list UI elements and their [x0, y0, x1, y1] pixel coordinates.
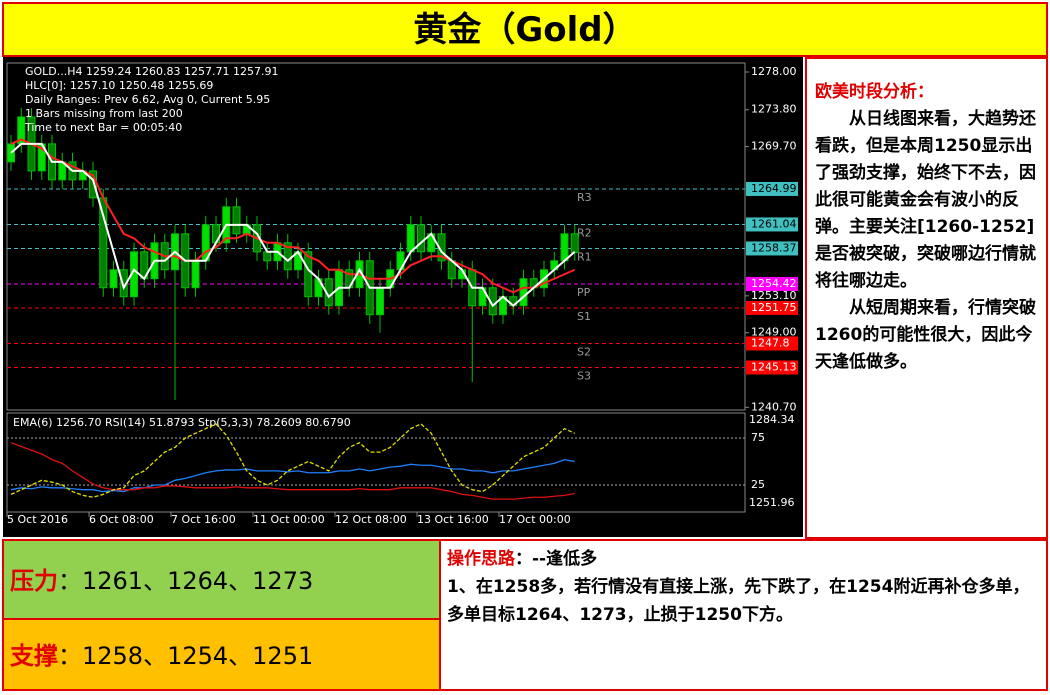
level-name: S2	[577, 345, 591, 358]
analysis: 欧美时段分析： 从日线图来看，大趋势还看跌，但是本周1250显示出了强劲支撑，始…	[805, 57, 1048, 539]
info-line: Daily Ranges: Prev 6.62, Avg 0, Current …	[25, 93, 270, 106]
title: 黄金（Gold）	[2, 2, 1048, 57]
indicator-scale: 1284.34	[749, 413, 795, 426]
level-tag	[746, 217, 798, 232]
candle-body	[376, 287, 384, 316]
chart: 1278.00 1273.80 1269.70 1253.10 1249.00 1240.…	[3, 57, 803, 537]
level-value: 1254.42	[751, 277, 797, 290]
candle-body	[406, 224, 415, 253]
level-name: S3	[577, 369, 591, 382]
x-tick-label: 7 Oct 16:00	[171, 513, 236, 526]
indicator-line	[10, 458, 575, 493]
level-tag	[746, 360, 798, 375]
x-tick-label: 13 Oct 16:00	[417, 513, 489, 526]
indicator-label: EMA(6) 1256.70 RSI(14) 51.8793 Stp(5,3,3…	[13, 416, 351, 429]
candle-body	[232, 206, 241, 235]
level-value: 1264.99	[751, 182, 797, 195]
paragraph: 从短周期来看，行情突破1260的可能性很大，因此今天逢低做多。	[815, 298, 1036, 372]
level-name: PP	[577, 286, 591, 299]
label-suffix: ：--逢低多	[515, 549, 598, 569]
y-tick-label: 1240.70	[751, 400, 797, 413]
y-tick-label: 75	[751, 431, 765, 444]
label: 操作思路	[447, 549, 515, 569]
price-frame	[6, 62, 746, 411]
candle-body	[519, 278, 528, 307]
level-tag	[746, 336, 798, 351]
level-name: R2	[577, 226, 592, 239]
level-tag	[746, 241, 798, 256]
candle-body	[99, 197, 108, 289]
indicator-line	[10, 423, 576, 498]
indicator-frame	[6, 412, 746, 513]
chart-layer: 1278.00 1273.80 1269.70 1253.10 1249.00 1240.…	[6, 65, 798, 526]
indicator-line	[10, 442, 575, 500]
y-tick-label: 1273.80	[751, 103, 797, 116]
analysis-heading: 欧美时段分析：	[815, 82, 934, 102]
level-value: 1245.13	[751, 360, 797, 373]
level-value: 1247.8	[751, 336, 790, 349]
candle-body	[191, 260, 200, 289]
info-line: GOLD...H4 1259.24 1260.83 1257.71 1257.9…	[25, 65, 278, 78]
candle-body	[7, 143, 15, 163]
x-tick-label: 11 Oct 00:00	[253, 513, 325, 526]
y-tick-label: 1269.70	[751, 140, 797, 153]
candle-body	[304, 251, 313, 298]
candle-body	[109, 269, 118, 289]
y-tick-label: 1249.00	[751, 326, 797, 339]
strategy-box: 操作思路：--逢低多 1、在1258多，若行情没有直接上涨，先下跌了，在1254附…	[439, 539, 1048, 691]
candle-body	[570, 233, 579, 254]
y-tick-label: 1278.00	[751, 65, 797, 78]
level-tag	[746, 181, 798, 196]
y-tick-label: 1253.10	[751, 289, 797, 302]
level-value: 1251.75	[751, 301, 797, 314]
x-tick-label: 12 Oct 08:00	[335, 513, 407, 526]
support-box: 支撑：1258、1254、1251	[2, 618, 441, 691]
level-name: R3	[577, 191, 592, 204]
x-tick-label: 6 Oct 08:00	[89, 513, 154, 526]
candle-body	[283, 242, 292, 271]
candle-body	[417, 224, 425, 253]
info-line: Time to next Bar = 00:05:40	[24, 121, 182, 134]
level-value: 1258.37	[751, 241, 797, 254]
text: ：1261、1264、1273	[58, 567, 314, 595]
strategy-text: 1、在1258多，若行情没有直接上涨，先下跌了，在1254附近再补仓多单，多单目…	[447, 577, 1030, 625]
candle-body	[263, 251, 272, 262]
y-tick-label: 25	[751, 478, 765, 491]
x-tick-label: 17 Oct 00:00	[499, 513, 571, 526]
level-tag	[746, 300, 798, 315]
paragraph: 从日线图来看，大趋势还看跌，但是本周1250显示出了强劲支撑，始终下不去，因此很…	[815, 109, 1036, 291]
info-line: 1 Bars missing from last 200	[25, 107, 183, 120]
level-name: S1	[577, 310, 591, 323]
level-name: R1	[577, 250, 592, 263]
label: 支撑	[10, 642, 58, 670]
x-tick-label: 5 Oct 2016	[7, 513, 68, 526]
label: 压力	[10, 567, 58, 595]
info-line: HLC[0]: 1257.10 1250.48 1255.69	[25, 79, 213, 92]
ma-line	[10, 138, 576, 294]
level-tag	[746, 276, 798, 291]
text: ：1258、1254、1251	[58, 642, 314, 670]
resistance-box: 压力：1261、1264、1273	[2, 539, 441, 620]
level-value: 1261.04	[751, 217, 797, 230]
indicator-scale: 1251.96	[749, 496, 795, 509]
ma-line	[10, 142, 576, 308]
candle-body	[560, 233, 569, 262]
